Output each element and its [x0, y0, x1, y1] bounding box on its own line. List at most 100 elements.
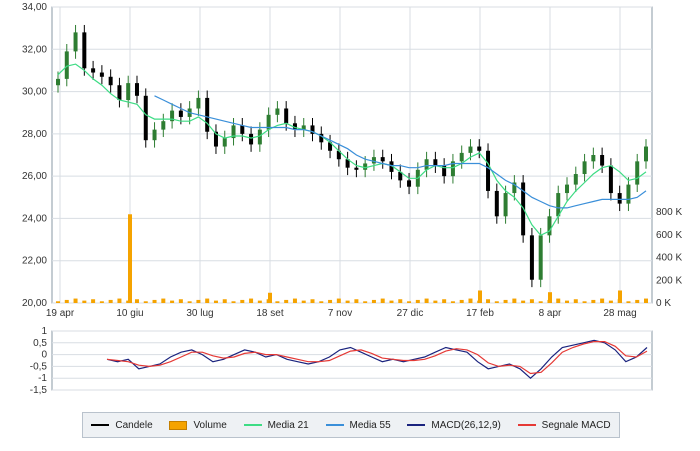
volume-bar [424, 298, 429, 303]
volume-bar [371, 299, 376, 303]
volume-bar [64, 299, 69, 303]
candle-body [56, 78, 60, 86]
x-tick-label: 10 giu [116, 308, 143, 319]
candle-body [205, 97, 210, 132]
volume-bar [415, 299, 420, 303]
candle-body [477, 146, 482, 151]
legend-item: Segnale MACD [517, 420, 611, 431]
volume-bar [301, 300, 306, 303]
candle-body [231, 125, 236, 139]
volume-bar [284, 299, 289, 303]
candle-body [134, 83, 139, 96]
volume-bar [143, 301, 148, 303]
x-tick-label: 28 mag [603, 308, 636, 319]
candle-body [152, 129, 157, 141]
volume-bar [161, 298, 166, 303]
volume-bar [117, 298, 122, 303]
volume-bar [573, 299, 578, 303]
candle-body [538, 235, 543, 280]
volume-bar [635, 299, 640, 303]
volume-bar [336, 298, 341, 303]
volume-bar [503, 299, 508, 303]
volume-bar [380, 298, 385, 303]
candle-body [319, 133, 324, 143]
legend-item: Candele [91, 420, 153, 431]
volume-bar [187, 301, 192, 303]
legend-item: MACD(26,12,9) [407, 419, 501, 431]
candle-body [82, 32, 87, 69]
volume-bar [398, 299, 403, 303]
volume-bar [459, 299, 464, 303]
axes: 34,00 32,00 30,00 28,00 26,00 24,00 22,00 20,00… [22, 2, 682, 396]
candle-body [626, 184, 631, 204]
volume-bar [275, 301, 280, 303]
volume-bar [56, 301, 60, 303]
volume-bar [644, 298, 648, 303]
candle-body [91, 68, 96, 73]
candle-body [398, 171, 403, 181]
candle-body [257, 129, 262, 145]
macd-tick-label: 0 [41, 350, 47, 361]
candle-body [512, 182, 517, 194]
candle-body [389, 161, 394, 172]
legend-swatch [91, 424, 110, 426]
volume-tick-label: 800 K [656, 207, 682, 218]
price-frame [51, 6, 653, 304]
x-tick-label: 17 feb [466, 308, 494, 319]
y-tick-label: 34,00 [22, 2, 47, 13]
volume-bar [178, 299, 183, 303]
volume-bar [538, 301, 543, 303]
ma-line [154, 95, 647, 209]
candle-body [310, 125, 315, 134]
legend-swatch [243, 424, 262, 426]
macd-lines [106, 339, 648, 380]
volume-bar [170, 300, 175, 303]
x-tick-label: 27 dic [397, 308, 424, 319]
candle-body [503, 193, 508, 217]
legend-label: Media 21 [267, 419, 309, 431]
volume-bar [389, 300, 394, 303]
candle-body [249, 133, 254, 145]
candle-body [459, 152, 464, 162]
volume-bar [108, 299, 113, 303]
volume-bar [626, 301, 631, 303]
candle-body [407, 180, 412, 187]
volume-bar [407, 301, 412, 303]
candle-body [556, 193, 561, 217]
candle-body [600, 155, 605, 166]
candle-body [547, 216, 552, 236]
volume-bar [582, 301, 587, 303]
legend-swatch [517, 424, 536, 426]
volume-bar [591, 299, 596, 303]
volume-bar [213, 300, 218, 303]
legend-label: MACD(26,12,9) [431, 419, 501, 431]
y-tick-label: 20,00 [22, 298, 47, 309]
x-tick-label: 30 lug [186, 308, 213, 319]
volume-bar [231, 301, 236, 303]
y-tick-label: 28,00 [22, 129, 47, 140]
volume-bar [468, 298, 473, 303]
candle-body [433, 159, 438, 166]
macd-tick-label: 0,5 [33, 338, 47, 349]
volume-bar [73, 298, 78, 303]
macd-tick-label: -1,5 [30, 385, 48, 396]
candle-body [336, 150, 341, 160]
legend-label: Media 55 [349, 419, 391, 431]
x-tick-label: 18 set [256, 308, 283, 319]
volume-spike [478, 290, 482, 303]
volume-bar [257, 300, 262, 303]
legend-item: Media 21 [243, 419, 309, 431]
candle-body [170, 110, 175, 122]
macd-tick-label: 1 [41, 326, 47, 337]
volume-bar [494, 301, 499, 303]
candle-body [486, 150, 491, 191]
volume-bar [292, 298, 297, 303]
volume-bar [565, 300, 570, 303]
volume-bar [345, 300, 350, 303]
candle-body [450, 161, 455, 177]
candle-body [117, 85, 122, 101]
volume-bar [91, 299, 96, 303]
candle-body [222, 138, 227, 147]
candle-body [529, 235, 534, 280]
